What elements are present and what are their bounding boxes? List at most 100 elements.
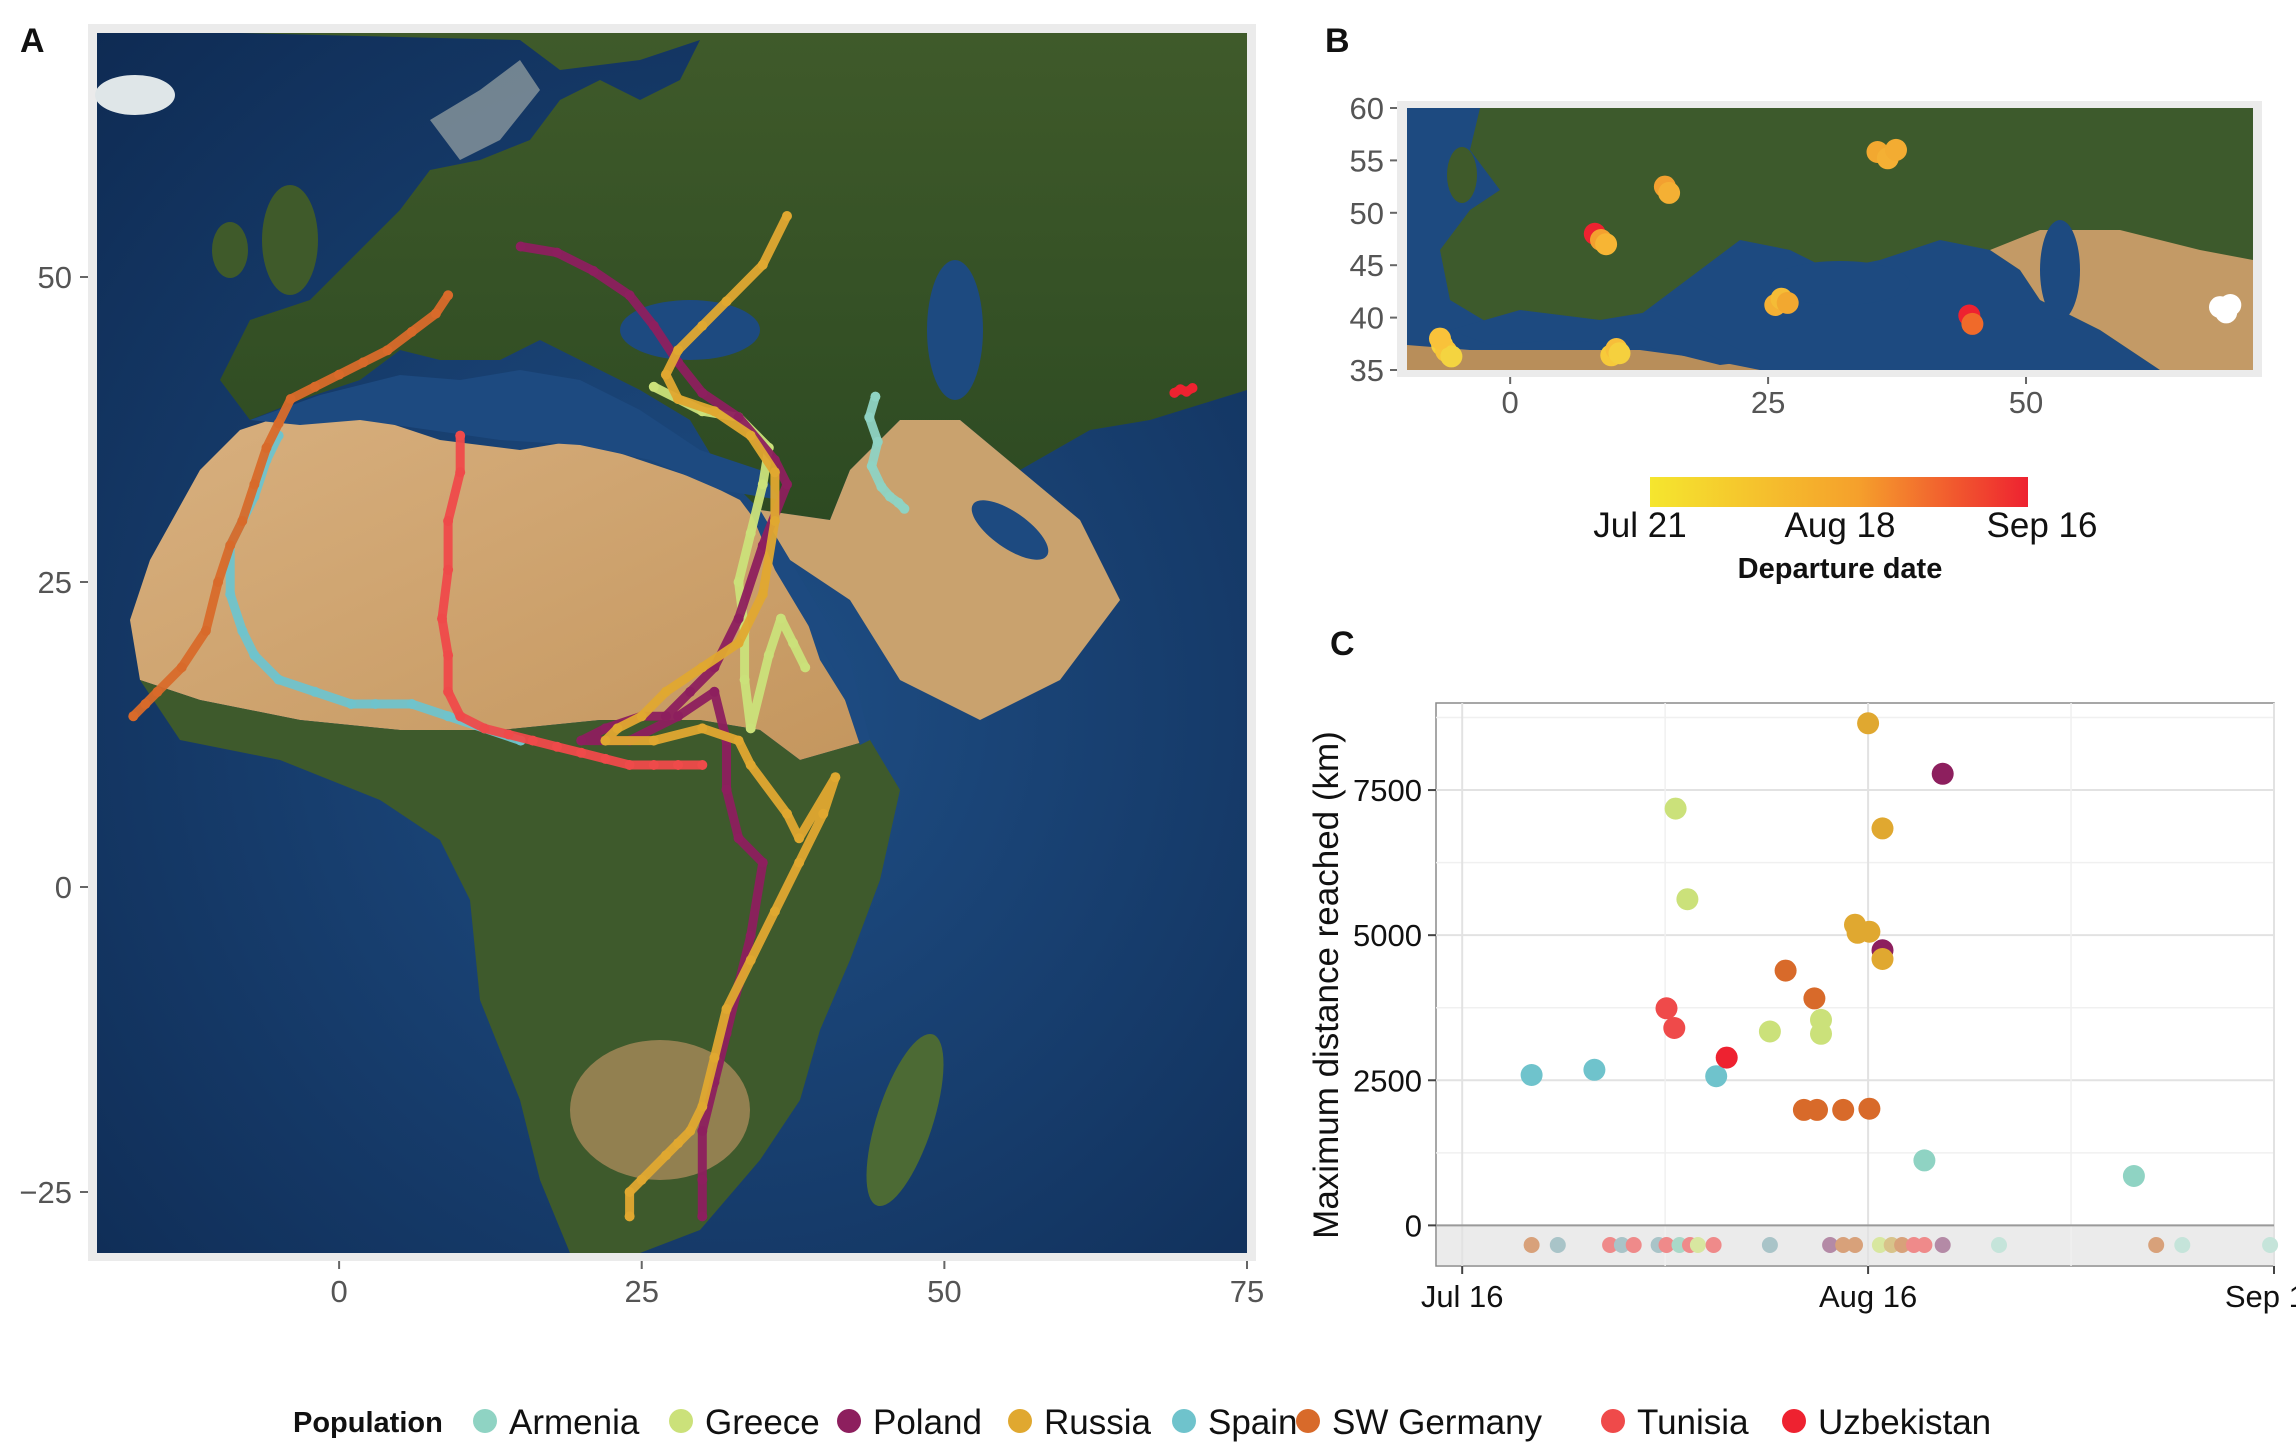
- legend-swatch: [669, 1409, 693, 1433]
- track-point: [200, 625, 211, 636]
- track-point: [237, 625, 248, 636]
- track-point: [612, 723, 623, 734]
- baseline-point: [1523, 1237, 1540, 1253]
- track-point: [660, 686, 671, 697]
- y-tick-label: 50: [1350, 196, 1384, 231]
- track-point: [775, 613, 786, 624]
- point-greece: [1810, 1022, 1832, 1045]
- legend-swatch: [1008, 1409, 1032, 1433]
- track-point: [876, 481, 887, 492]
- point-uzbekistan: [1715, 1046, 1738, 1069]
- x-tick-label: 25: [624, 1274, 658, 1309]
- track-point: [406, 699, 417, 709]
- track-point: [870, 391, 881, 402]
- track-point: [358, 357, 369, 368]
- track-point: [1187, 383, 1198, 393]
- track-point: [648, 760, 659, 770]
- legend-swatch: [837, 1409, 861, 1433]
- track-point: [733, 412, 744, 423]
- track-point: [443, 564, 454, 575]
- track-point: [709, 1052, 720, 1063]
- track-point: [249, 650, 260, 661]
- map-a-gulf: [971, 500, 1049, 560]
- panel-b-map: [1407, 108, 2253, 370]
- track-russia: [600, 211, 840, 1221]
- y-tick-label: 2500: [1353, 1063, 1422, 1098]
- track-point: [673, 711, 684, 722]
- track-point: [213, 577, 224, 587]
- track-point: [443, 650, 454, 661]
- map-a-eurasia: [220, 33, 1247, 520]
- baseline-point: [1894, 1237, 1911, 1253]
- x-tick-label: 50: [2009, 385, 2043, 420]
- track-point: [527, 735, 538, 746]
- track-point: [733, 577, 744, 587]
- point-tunisia: [1663, 1017, 1686, 1039]
- track-point: [437, 613, 447, 624]
- legend-label: Poland: [873, 1403, 982, 1442]
- map-a-iceland: [95, 75, 175, 115]
- baseline-point: [1602, 1237, 1619, 1253]
- track-point: [140, 699, 151, 709]
- track-point: [782, 211, 792, 221]
- track-point: [648, 320, 659, 331]
- track-point: [893, 497, 904, 508]
- track-point: [443, 290, 454, 301]
- panel-a-axes: 0 25 50 75 −25 0 25 50: [19, 260, 1264, 1309]
- panel-a-map: [95, 33, 1247, 1253]
- track-point: [745, 528, 756, 539]
- track-point: [800, 662, 811, 673]
- track-point: [624, 290, 635, 301]
- panel-c-letter: C: [1330, 625, 1355, 663]
- track-point: [600, 735, 611, 746]
- baseline-point: [1658, 1237, 1675, 1253]
- track-point: [552, 741, 562, 752]
- point-sw-germany: [1803, 987, 1826, 1010]
- track-point: [769, 516, 780, 526]
- track-point: [709, 406, 720, 417]
- track-point: [818, 808, 829, 819]
- track-point: [872, 436, 883, 447]
- track-point: [225, 540, 236, 551]
- legend-label: Russia: [1044, 1403, 1152, 1442]
- point-russia: [1871, 948, 1894, 970]
- track-point: [697, 662, 708, 673]
- track-point: [745, 760, 756, 770]
- y-tick-label: 5000: [1353, 918, 1422, 953]
- track-point: [769, 467, 780, 478]
- y-tick-label: 40: [1350, 301, 1384, 336]
- legend-swatch: [473, 1409, 497, 1433]
- point-poland: [1931, 762, 1954, 785]
- track-point: [697, 723, 708, 734]
- track-point: [624, 1187, 635, 1197]
- track-point: [309, 381, 320, 392]
- y-tick-label: 0: [55, 870, 72, 905]
- track-point: [660, 711, 671, 722]
- map-a-britain: [262, 185, 318, 295]
- track-point: [788, 638, 799, 648]
- departure-point: [1961, 312, 1984, 335]
- colorbar-title: Departure date: [1738, 553, 1943, 585]
- baseline-point: [1934, 1237, 1951, 1253]
- track-point: [769, 906, 780, 917]
- track-point: [225, 589, 236, 600]
- legend-label: Uzbekistan: [1818, 1403, 1991, 1442]
- track-point: [588, 265, 599, 276]
- baseline-point: [2148, 1237, 2165, 1253]
- track-point: [648, 381, 659, 392]
- track-point: [733, 613, 744, 624]
- track-point: [273, 674, 284, 685]
- map-b-mediterranean: [1450, 310, 1760, 365]
- panel-b-letter: B: [1325, 22, 1350, 60]
- panel-c-plot: 0 2500 5000 7500 Jul 16 Aug 16 Sep 16: [1353, 703, 2296, 1314]
- track-point: [697, 760, 708, 770]
- track-point: [733, 735, 744, 746]
- track-point: [733, 833, 744, 844]
- baseline-point: [1761, 1237, 1778, 1253]
- point-tunisia: [1655, 997, 1678, 1020]
- y-tick-label: 25: [38, 565, 72, 600]
- point-armenia: [2122, 1165, 2145, 1187]
- colorbar-label-sep16: Sep 16: [1987, 506, 2098, 545]
- baseline-point: [1689, 1237, 1706, 1253]
- panel-b-points: [1429, 138, 2242, 368]
